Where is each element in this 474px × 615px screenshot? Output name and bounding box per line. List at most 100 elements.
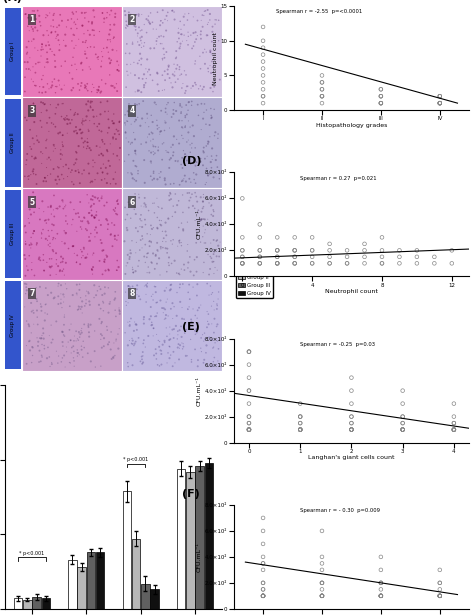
Point	[169, 325, 176, 335]
Point	[161, 75, 169, 85]
Point	[28, 6, 36, 16]
Bar	[22, 280, 122, 371]
Point	[128, 169, 136, 179]
Point	[73, 23, 81, 33]
Point	[256, 220, 264, 229]
Point	[63, 284, 71, 293]
Point	[191, 330, 199, 339]
Point	[41, 173, 48, 183]
Point	[73, 327, 80, 336]
Point	[98, 56, 105, 66]
Point	[211, 131, 219, 141]
Point	[34, 312, 41, 322]
Point	[179, 79, 187, 89]
Point	[137, 295, 144, 304]
Point	[318, 578, 326, 588]
Point	[29, 167, 36, 177]
Point	[147, 156, 155, 166]
Point	[124, 258, 131, 268]
Point	[27, 16, 34, 26]
Point	[146, 230, 154, 240]
Point	[81, 80, 89, 90]
Point	[209, 343, 217, 353]
Y-axis label: CFU.mL⁻¹: CFU.mL⁻¹	[197, 210, 202, 239]
Point	[213, 299, 221, 309]
Point	[399, 411, 406, 421]
Bar	[22, 188, 122, 280]
Point	[136, 192, 143, 202]
Point	[145, 11, 152, 21]
Point	[148, 258, 156, 268]
Point	[47, 82, 55, 92]
Point	[106, 70, 113, 80]
Point	[75, 168, 83, 178]
Point	[216, 174, 223, 184]
Point	[81, 343, 88, 352]
Point	[173, 60, 181, 70]
Point	[210, 31, 218, 41]
Point	[165, 260, 173, 270]
Point	[377, 98, 385, 108]
Point	[175, 339, 182, 349]
Point	[203, 279, 211, 288]
Point	[62, 216, 70, 226]
Point	[43, 162, 50, 172]
Point	[245, 418, 253, 428]
Point	[413, 245, 421, 255]
Point	[174, 74, 182, 84]
Point	[164, 98, 172, 108]
Point	[21, 9, 29, 19]
Point	[110, 33, 118, 42]
Point	[28, 36, 36, 46]
Point	[165, 335, 173, 345]
Point	[98, 317, 106, 327]
Point	[259, 591, 267, 601]
Point	[162, 226, 169, 236]
Point	[44, 54, 51, 64]
Point	[70, 127, 78, 137]
Point	[210, 205, 217, 215]
Point	[30, 292, 37, 301]
Point	[29, 24, 36, 34]
Point	[131, 189, 139, 199]
Text: Spearman r = -0.25  p=0.03: Spearman r = -0.25 p=0.03	[300, 342, 374, 347]
Point	[137, 210, 145, 220]
Point	[92, 49, 100, 59]
Point	[187, 159, 194, 169]
Point	[157, 349, 165, 359]
Point	[47, 21, 55, 31]
Point	[377, 91, 385, 101]
Point	[52, 269, 60, 279]
Point	[128, 105, 135, 115]
Point	[296, 411, 304, 421]
Point	[378, 258, 386, 268]
Point	[318, 91, 326, 101]
Point	[187, 335, 194, 344]
Point	[173, 135, 181, 145]
Point	[164, 7, 172, 17]
Point	[138, 114, 146, 124]
Point	[115, 126, 123, 136]
Point	[137, 26, 144, 36]
Point	[86, 300, 93, 310]
Point	[159, 139, 166, 149]
Point	[59, 130, 67, 140]
Point	[194, 355, 202, 365]
Point	[30, 6, 38, 16]
Point	[80, 336, 87, 346]
Point	[72, 147, 80, 157]
Point	[159, 6, 166, 15]
Point	[208, 210, 215, 220]
Point	[33, 179, 40, 189]
Point	[127, 60, 135, 69]
Point	[60, 330, 67, 340]
Point	[81, 8, 89, 18]
Point	[109, 134, 117, 144]
Point	[185, 174, 193, 184]
Point	[77, 81, 85, 91]
Point	[296, 425, 304, 435]
Point	[183, 109, 191, 119]
Point	[79, 20, 86, 30]
Point	[126, 49, 133, 58]
Point	[44, 57, 52, 67]
